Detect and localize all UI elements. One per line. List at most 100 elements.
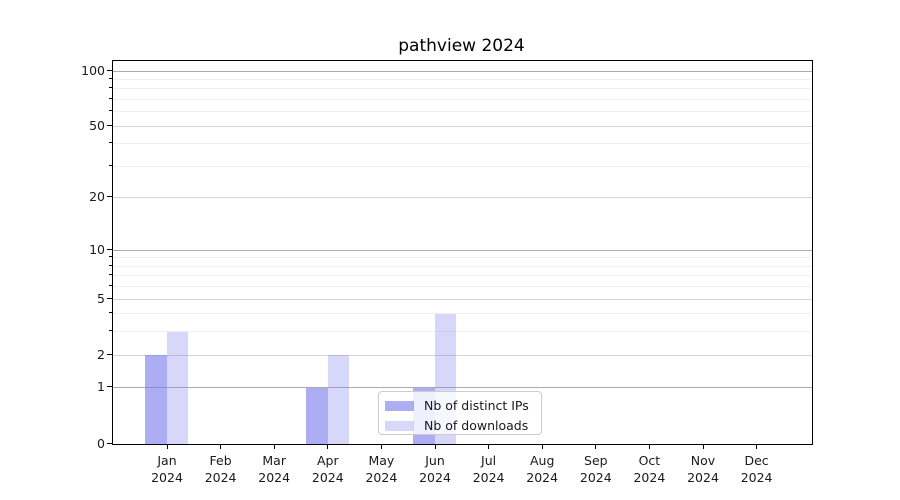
chart-title: pathview 2024 <box>398 36 525 56</box>
x-tick-year-nov: 2024 <box>687 470 719 485</box>
y-minor-tick-4 <box>109 312 112 314</box>
y-minor-tick-40 <box>109 142 112 144</box>
x-tick-year-aug: 2024 <box>526 470 559 485</box>
x-tick-label-dec: Dec 2024 <box>727 452 787 486</box>
x-tick-month-aug: Aug <box>529 453 555 468</box>
gridline-10 <box>113 249 812 251</box>
y-minor-tick-3 <box>109 330 112 332</box>
y-tick-50 <box>107 124 112 126</box>
gridline-100 <box>113 70 812 72</box>
x-tick-month-oct: Oct <box>638 453 661 468</box>
x-tick-feb <box>220 444 222 449</box>
y-tick-label-100: 100 <box>81 62 105 78</box>
gridline-5 <box>113 298 812 300</box>
bar-distinct-ips-jan <box>145 355 167 444</box>
x-tick-year-dec: 2024 <box>740 470 773 485</box>
plot-area <box>112 60 813 445</box>
x-tick-label-aug: Aug 2024 <box>512 452 572 486</box>
x-tick-dec <box>756 444 758 449</box>
x-tick-label-mar: Mar 2024 <box>244 452 304 486</box>
x-tick-year-may: 2024 <box>365 470 398 485</box>
gridline-minor-60 <box>113 111 812 113</box>
x-tick-year-apr: 2024 <box>311 470 344 485</box>
legend-row-distinct-ips: Nb of distinct IPs <box>385 397 541 414</box>
gridline-20 <box>113 197 812 199</box>
x-tick-label-jun: Jun 2024 <box>405 452 465 486</box>
y-minor-tick-60 <box>109 110 112 112</box>
gridline-minor-7 <box>113 275 812 277</box>
x-tick-month-jul: Jul <box>481 453 497 468</box>
x-tick-year-feb: 2024 <box>204 470 237 485</box>
y-tick-10 <box>107 248 112 250</box>
x-tick-year-oct: 2024 <box>633 470 666 485</box>
y-tick-label-0: 0 <box>97 435 105 451</box>
x-tick-label-apr: Apr 2024 <box>298 452 358 486</box>
legend: Nb of distinct IPs Nb of downloads <box>378 391 542 435</box>
x-tick-month-dec: Dec <box>744 453 769 468</box>
x-tick-sep <box>595 444 597 449</box>
y-minor-tick-6 <box>109 285 112 287</box>
y-tick-label-20: 20 <box>89 189 105 205</box>
x-tick-may <box>380 444 382 449</box>
y-minor-tick-30 <box>109 164 112 166</box>
x-tick-aug <box>541 444 543 449</box>
y-tick-1 <box>107 386 112 388</box>
x-tick-month-sep: Sep <box>584 453 608 468</box>
x-tick-nov <box>702 444 704 449</box>
bar-downloads-jan <box>167 331 188 444</box>
x-tick-mar <box>273 444 275 449</box>
y-tick-2 <box>107 353 112 355</box>
y-minor-tick-70 <box>109 97 112 99</box>
legend-label-downloads: Nb of downloads <box>424 418 529 433</box>
x-tick-jan <box>166 444 168 449</box>
y-minor-tick-80 <box>109 87 112 89</box>
y-tick-label-5: 5 <box>97 290 105 306</box>
gridline-2 <box>113 354 812 356</box>
y-tick-20 <box>107 196 112 198</box>
legend-label-distinct-ips: Nb of distinct IPs <box>424 398 529 413</box>
gridline-minor-6 <box>113 286 812 288</box>
x-tick-year-jan: 2024 <box>151 470 183 485</box>
x-tick-month-jan: Jan <box>157 453 177 468</box>
gridline-minor-90 <box>113 78 812 80</box>
gridline-minor-9 <box>113 257 812 259</box>
gridline-minor-40 <box>113 143 812 145</box>
gridline-1 <box>113 387 812 389</box>
x-tick-month-jun: Jun <box>425 453 445 468</box>
x-tick-year-jul: 2024 <box>472 470 505 485</box>
x-tick-year-sep: 2024 <box>579 470 612 485</box>
x-tick-label-jul: Jul 2024 <box>459 452 519 486</box>
legend-row-downloads: Nb of downloads <box>385 417 541 434</box>
x-tick-label-feb: Feb 2024 <box>191 452 251 486</box>
y-minor-tick-8 <box>109 264 112 266</box>
x-tick-label-oct: Oct 2024 <box>619 452 679 486</box>
y-minor-tick-7 <box>109 274 112 276</box>
x-tick-label-nov: Nov 2024 <box>673 452 733 486</box>
x-tick-month-apr: Apr <box>316 453 339 468</box>
y-tick-label-10: 10 <box>89 241 105 257</box>
y-tick-0 <box>107 442 112 444</box>
y-tick-label-2: 2 <box>97 346 105 362</box>
y-minor-tick-90 <box>109 77 112 79</box>
y-tick-label-50: 50 <box>89 117 105 133</box>
x-tick-month-feb: Feb <box>209 453 232 468</box>
y-minor-tick-9 <box>109 256 112 258</box>
gridline-50 <box>113 125 812 127</box>
y-tick-label-1: 1 <box>97 379 105 395</box>
x-tick-jun <box>434 444 436 449</box>
x-tick-oct <box>648 444 650 449</box>
x-tick-month-mar: Mar <box>262 453 286 468</box>
legend-swatch-distinct-ips <box>385 400 414 411</box>
gridline-minor-80 <box>113 88 812 90</box>
gridline-minor-3 <box>113 331 812 333</box>
x-tick-label-may: May 2024 <box>351 452 411 486</box>
x-tick-year-mar: 2024 <box>258 470 291 485</box>
gridline-minor-8 <box>113 265 812 267</box>
bar-downloads-apr <box>327 355 349 444</box>
x-tick-year-jun: 2024 <box>419 470 451 485</box>
x-tick-label-jan: Jan 2024 <box>137 452 197 486</box>
x-tick-apr <box>327 444 329 449</box>
x-tick-month-nov: Nov <box>690 453 716 468</box>
gridline-minor-4 <box>113 313 812 315</box>
